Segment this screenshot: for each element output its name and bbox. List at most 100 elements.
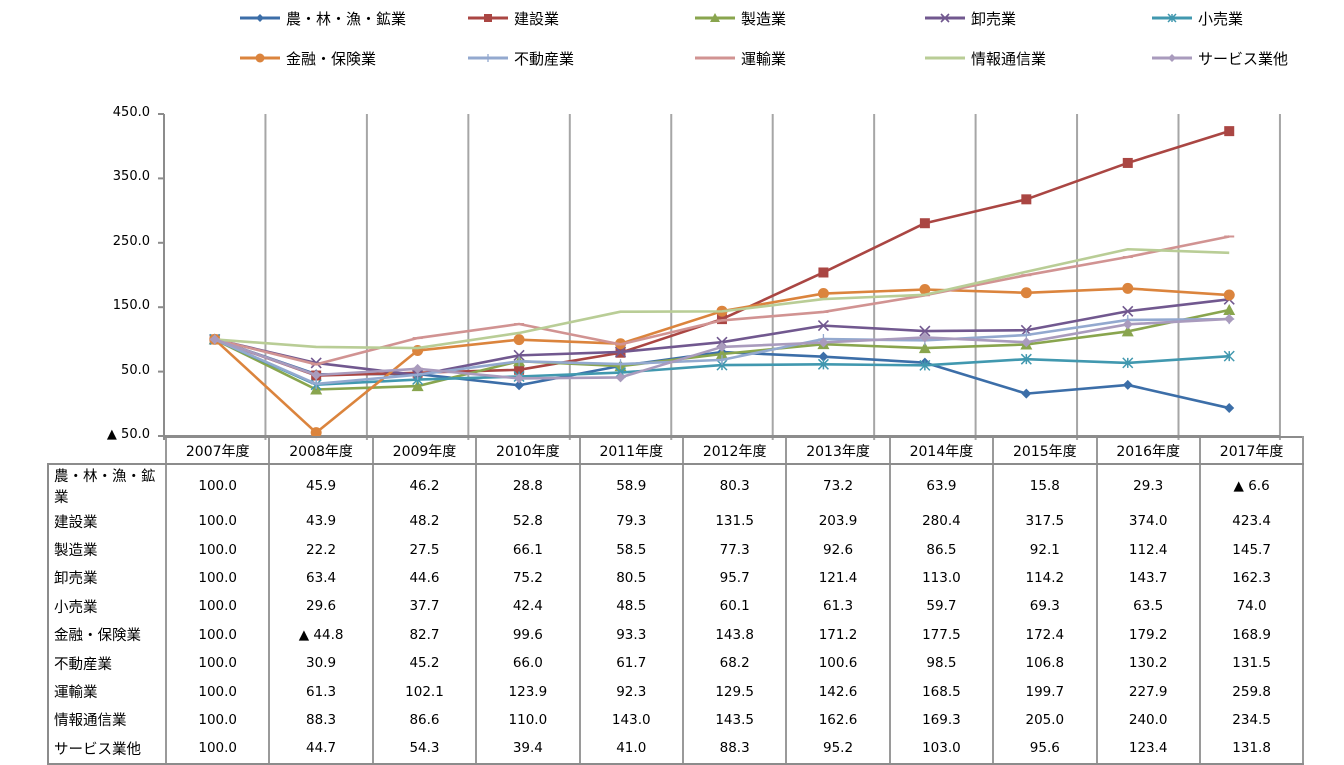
marker-asterisk <box>817 358 829 370</box>
table-cell: 46.2 <box>371 464 477 507</box>
table-cell: 203.9 <box>785 507 890 536</box>
marker-plus <box>716 354 727 365</box>
table-cell: 54.3 <box>371 734 477 765</box>
table-row-label: 情報通信業 <box>47 705 166 735</box>
table-cell: 143.8 <box>681 620 787 649</box>
table-column-header: 2008年度 <box>268 436 373 465</box>
marker-circle <box>919 283 931 295</box>
legend-item: 農・林・漁・鉱業 <box>238 6 406 30</box>
table-cell: 130.2 <box>1095 648 1200 678</box>
legend-swatch-icon <box>695 56 735 60</box>
marker-x <box>310 357 322 369</box>
table-cell: 63.9 <box>888 464 994 507</box>
marker-square <box>1122 157 1133 168</box>
legend-label: 製造業 <box>741 9 787 28</box>
marker-diamond <box>615 372 626 383</box>
marker-square <box>1021 194 1032 205</box>
legend-item: 情報通信業 <box>923 46 1046 70</box>
marker-x <box>1122 305 1134 317</box>
table-cell: 48.5 <box>578 592 683 621</box>
marker-x <box>817 320 829 332</box>
marker-circle <box>1122 282 1134 294</box>
marker-plus <box>615 359 626 370</box>
marker-circle <box>255 53 265 63</box>
table-cell: 100.0 <box>164 734 270 765</box>
table-row: 情報通信業 100.0 88.3 86.6 110.0 143.0 143.5 162.6 16… <box>47 705 1305 735</box>
table-cell: 172.4 <box>992 620 1097 649</box>
legend-label: 小売業 <box>1198 9 1244 28</box>
table-cell: 317.5 <box>992 507 1097 536</box>
table-header-row: 2007年度 2008年度 2009年度 2010年度 2011年度 2012年度 2013… <box>48 436 1305 465</box>
table-cell: 77.3 <box>681 535 787 564</box>
table-row: 製造業 100.0 22.2 27.5 66.1 58.5 77.3 92.6 86.5 92.1… <box>47 535 1305 564</box>
legend-item: 小売業 <box>1150 6 1243 30</box>
table-cell: 86.6 <box>371 705 477 735</box>
table-cell: 123.4 <box>1095 734 1200 765</box>
table-cell: 63.5 <box>1095 592 1200 621</box>
y-tick-label: 350.0 <box>112 169 150 185</box>
legend-swatch-icon <box>695 13 735 22</box>
marker-asterisk <box>1223 350 1235 362</box>
marker-plus <box>484 54 492 62</box>
table-row: 不動産業 100.0 30.9 45.2 66.0 61.7 68.2 100.6 98.5 10… <box>47 648 1305 678</box>
table-cell: 95.7 <box>681 563 787 593</box>
table-cell: 169.3 <box>888 705 994 735</box>
marker-asterisk <box>1020 353 1032 365</box>
legend-swatch-icon <box>1152 54 1192 62</box>
marker-diamond <box>1122 319 1133 330</box>
table-cell: 93.3 <box>578 620 683 649</box>
table-cell: 48.2 <box>371 507 477 536</box>
table-column-header: 2007年度 <box>164 436 270 465</box>
legend-label: 卸売業 <box>971 9 1017 28</box>
marker-square <box>818 267 829 278</box>
marker-x <box>940 13 950 23</box>
table-cell: 61.7 <box>578 648 683 678</box>
marker-circle <box>310 427 322 439</box>
table-row-label: 製造業 <box>47 535 166 564</box>
legend-item: 運輸業 <box>693 46 786 70</box>
table-cell: 61.3 <box>785 592 890 621</box>
marker-diamond <box>1168 54 1176 62</box>
table-cell: 168.5 <box>888 677 994 706</box>
table-cell: 103.0 <box>888 734 994 765</box>
table-row-label: 運輸業 <box>47 677 166 706</box>
legend-item: サービス業他 <box>1150 46 1288 70</box>
table-column-header: 2009年度 <box>371 436 477 465</box>
marker-x <box>919 325 931 337</box>
marker-circle <box>1223 289 1235 301</box>
table-cell: 44.7 <box>268 734 373 765</box>
table-cell: 100.0 <box>164 507 270 536</box>
series-9 <box>209 313 1235 384</box>
table-cell: 240.0 <box>1095 705 1200 735</box>
table-cell: 205.0 <box>992 705 1097 735</box>
marker-triangle <box>1121 325 1134 337</box>
table-cell: 39.4 <box>475 734 580 765</box>
table-cell: 423.4 <box>1198 507 1305 536</box>
table-cell: 44.6 <box>371 563 477 593</box>
table-column-header: 2012年度 <box>681 436 787 465</box>
table-cell: 162.3 <box>1198 563 1305 593</box>
table-column-header: 2016年度 <box>1095 436 1200 465</box>
legend-label: 情報通信業 <box>971 49 1047 68</box>
marker-diamond <box>716 341 727 352</box>
table-cell: 112.4 <box>1095 535 1200 564</box>
table-cell: 68.2 <box>681 648 787 678</box>
marker-diamond <box>311 370 322 381</box>
legend-swatch-icon <box>240 14 280 22</box>
table-row: 金融・保険業 100.0 ▲ 44.8 82.7 99.6 93.3 143.8 171.2 1… <box>47 620 1305 649</box>
table-cell: 95.6 <box>992 734 1097 765</box>
table-row-label: サービス業他 <box>47 734 166 765</box>
marker-circle <box>513 334 525 346</box>
y-tick-label: 450.0 <box>112 105 150 120</box>
table-row-label: 卸売業 <box>47 563 166 593</box>
legend-item: 建設業 <box>466 6 559 30</box>
table-cell: 131.5 <box>681 507 787 536</box>
line-chart <box>158 113 1281 440</box>
table-column-header: 2015年度 <box>992 436 1097 465</box>
table-cell: 131.8 <box>1198 734 1305 765</box>
table-cell: 63.4 <box>268 563 373 593</box>
y-tick-label: 250.0 <box>112 233 150 249</box>
legend-swatch-icon <box>468 54 508 62</box>
table-cell: 27.5 <box>371 535 477 564</box>
table-cell: 145.7 <box>1198 535 1305 564</box>
